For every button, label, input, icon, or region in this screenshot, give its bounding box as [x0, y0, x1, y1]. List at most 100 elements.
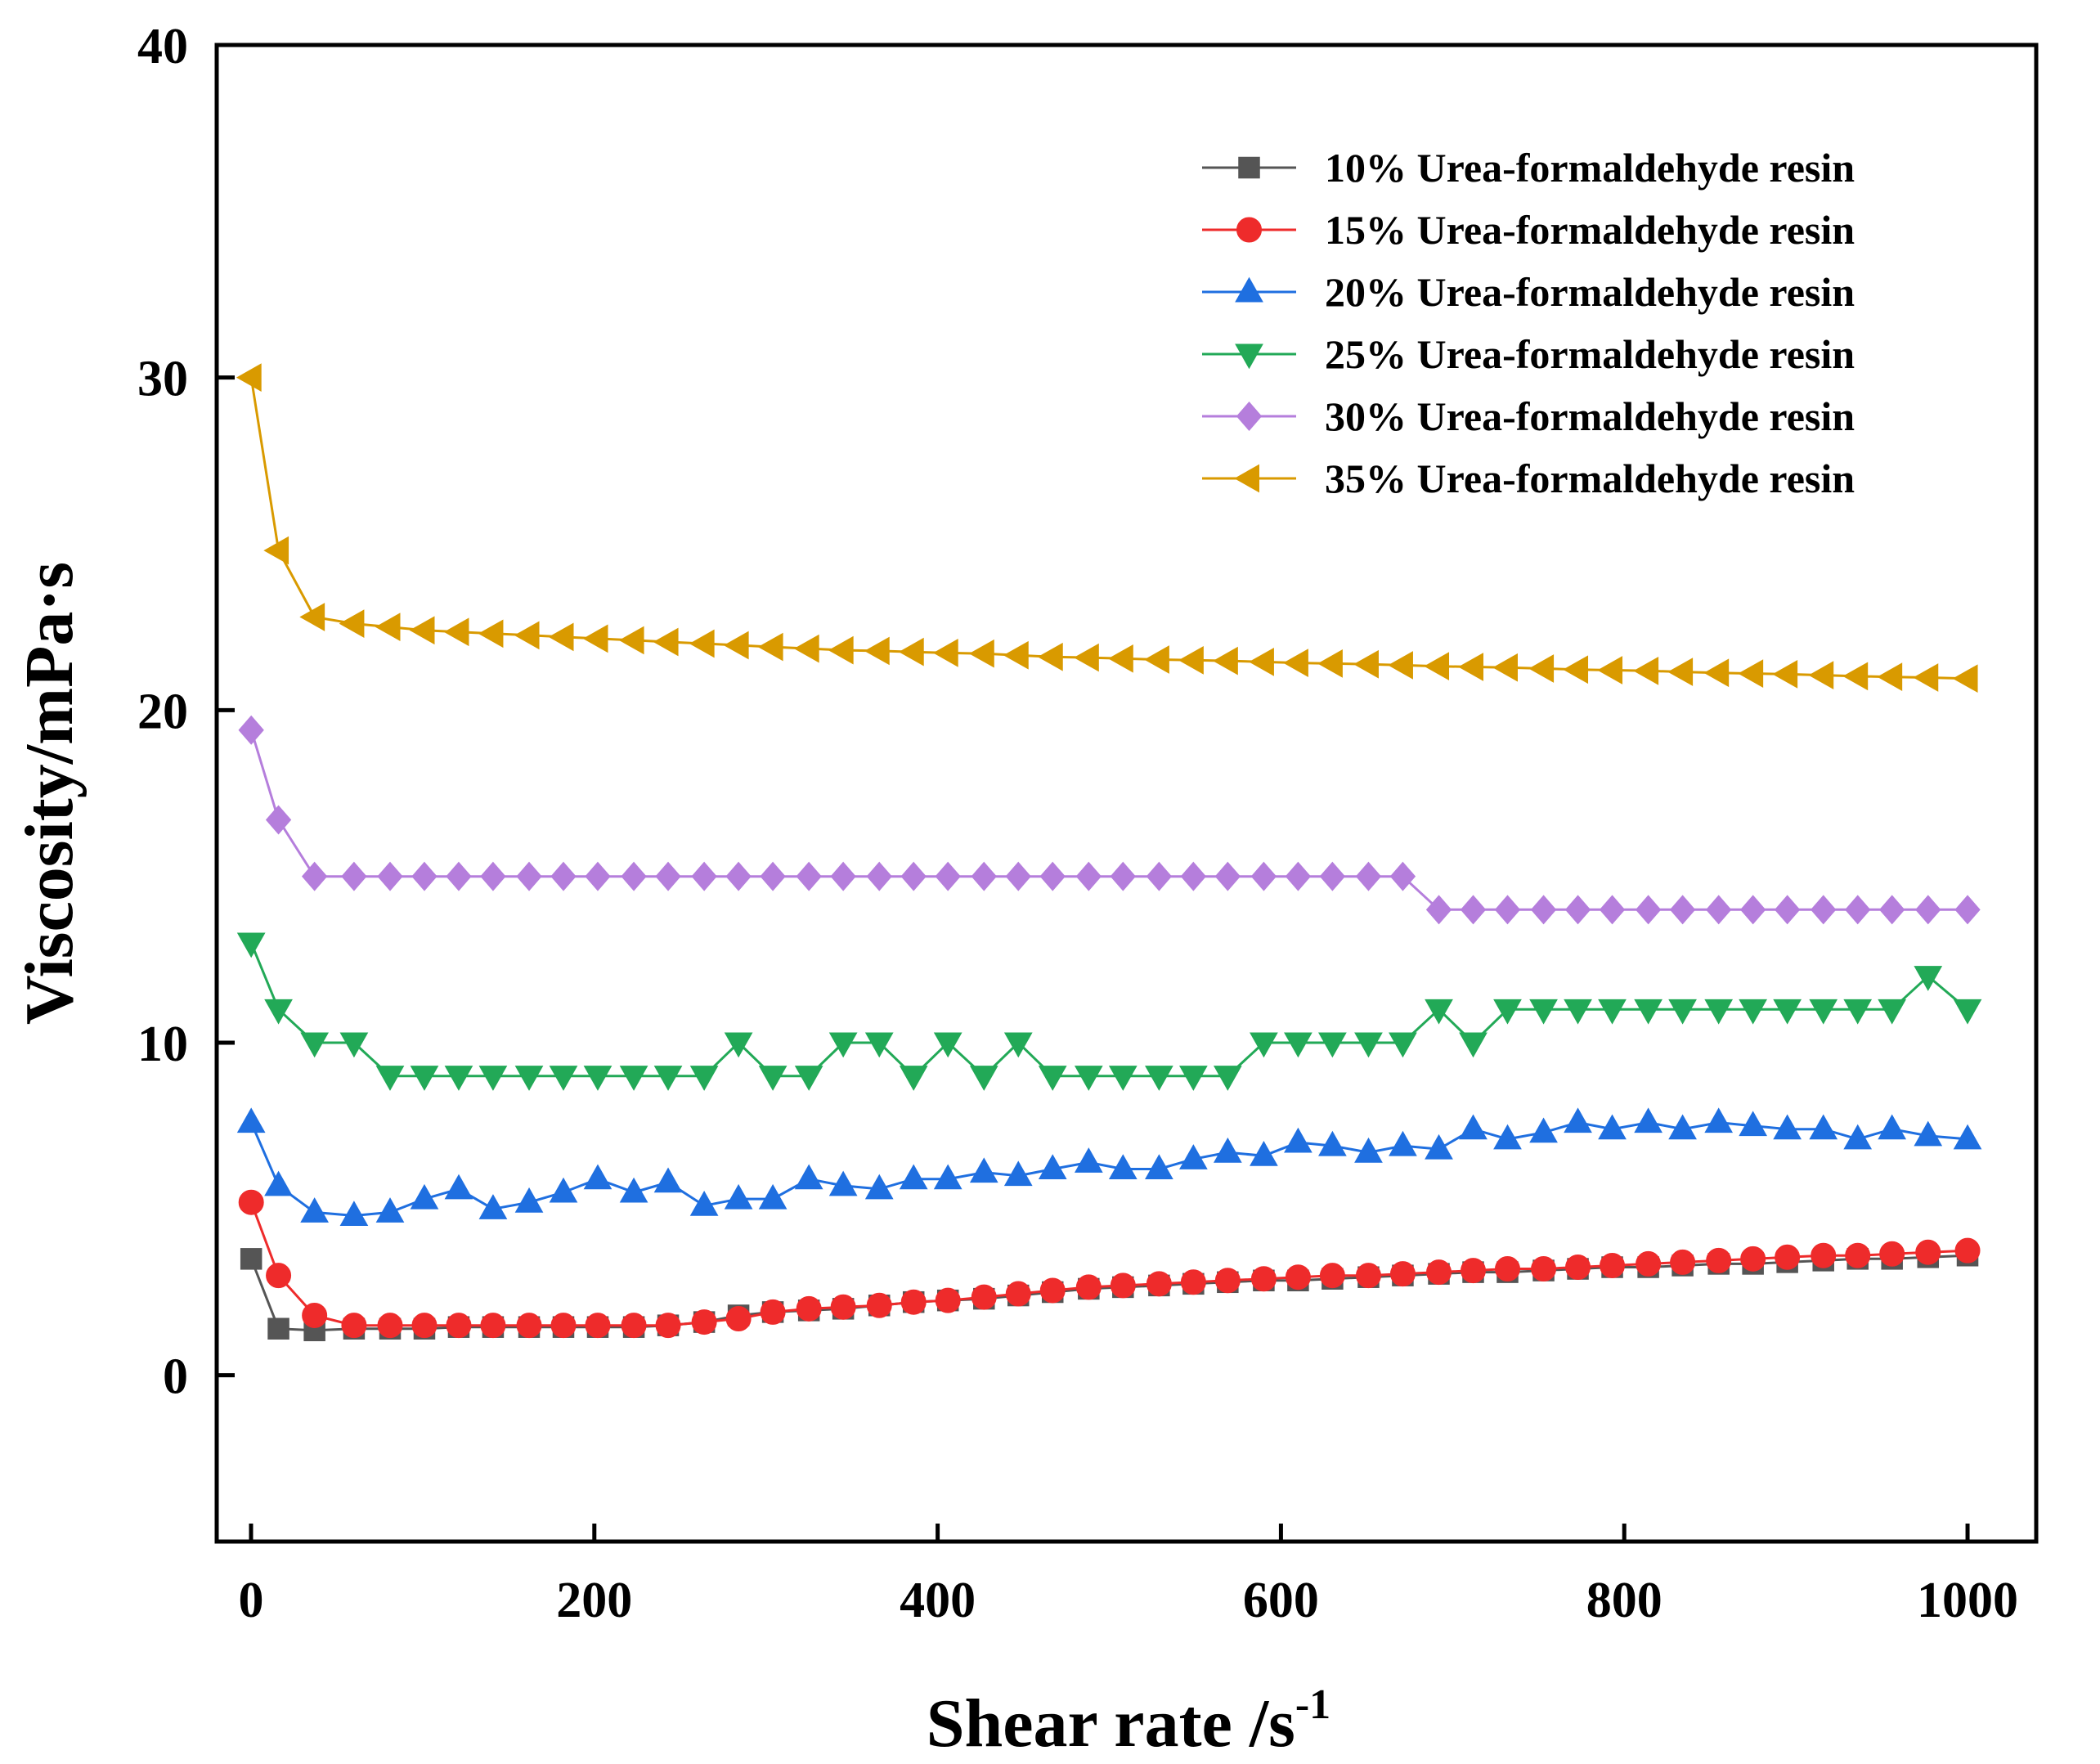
- series-4: [236, 932, 1982, 1091]
- data-point: [864, 1032, 894, 1058]
- data-point: [266, 1263, 292, 1289]
- legend-label: 25% Urea-formaldehyde resin: [1325, 331, 1855, 377]
- data-point: [583, 1164, 612, 1190]
- data-point: [794, 1164, 823, 1190]
- legend-label: 10% Urea-formaldehyde resin: [1325, 145, 1855, 191]
- data-point: [1003, 640, 1029, 670]
- data-point: [725, 1306, 752, 1332]
- data-point: [1039, 1277, 1066, 1304]
- data-point: [1389, 861, 1416, 891]
- data-point: [1145, 1154, 1173, 1180]
- data-point: [691, 1309, 717, 1335]
- data-point: [1179, 1066, 1208, 1091]
- data-point: [1003, 1160, 1033, 1187]
- data-point: [1250, 1266, 1277, 1292]
- data-point: [478, 1194, 508, 1219]
- data-point: [1426, 1259, 1452, 1286]
- series-line: [249, 1121, 1968, 1218]
- data-point: [300, 1197, 330, 1223]
- data-point: [1250, 861, 1277, 891]
- data-point: [444, 1066, 473, 1091]
- data-point: [1564, 895, 1591, 925]
- data-point: [585, 861, 611, 891]
- data-point: [760, 1299, 786, 1325]
- data-point: [1528, 654, 1555, 683]
- data-point: [1318, 1130, 1347, 1156]
- data-point: [1773, 1114, 1802, 1140]
- data-point: [969, 1157, 998, 1183]
- data-point: [796, 1295, 822, 1322]
- legend-item: 25% Urea-formaldehyde resin: [1202, 331, 1855, 377]
- data-point: [619, 1177, 648, 1203]
- data-point: [1636, 1250, 1662, 1277]
- data-point: [1953, 999, 1982, 1025]
- legend-marker: [1234, 464, 1259, 493]
- data-point: [238, 715, 264, 745]
- data-point: [1005, 1281, 1031, 1307]
- data-point: [1564, 999, 1592, 1025]
- data-point: [240, 1248, 262, 1270]
- data-point: [1599, 895, 1626, 925]
- data-point: [653, 1066, 683, 1091]
- data-point: [443, 617, 469, 647]
- data-point: [1249, 648, 1274, 676]
- data-point: [793, 634, 819, 663]
- data-point: [653, 1167, 683, 1193]
- x-tick-label: 1000: [1917, 1573, 2018, 1628]
- data-point: [1811, 1242, 1837, 1268]
- data-point: [1389, 1032, 1417, 1058]
- data-point: [1144, 645, 1169, 674]
- data-point: [828, 635, 854, 665]
- data-point: [1811, 895, 1837, 925]
- data-point: [478, 619, 504, 649]
- data-point: [1808, 661, 1834, 689]
- data-point: [1669, 895, 1696, 925]
- data-point: [1425, 999, 1453, 1025]
- data-point: [1845, 1242, 1871, 1268]
- series-2: [238, 1189, 1981, 1339]
- data-point: [1355, 1263, 1381, 1289]
- data-point: [375, 1066, 405, 1091]
- data-point: [1038, 1154, 1067, 1180]
- data-point: [1388, 651, 1413, 680]
- x-tick-label: 800: [1586, 1573, 1662, 1628]
- data-point: [933, 1032, 962, 1058]
- data-point: [618, 626, 644, 655]
- data-point: [935, 1287, 961, 1313]
- data-point: [1879, 895, 1905, 925]
- data-point: [410, 1066, 439, 1091]
- data-point: [1774, 895, 1801, 925]
- data-point: [1706, 895, 1732, 925]
- data-point: [516, 1313, 542, 1339]
- data-point: [1178, 645, 1204, 675]
- data-point: [238, 1189, 264, 1215]
- data-point: [969, 639, 994, 668]
- legend-marker: [1236, 217, 1262, 243]
- data-point: [1493, 999, 1522, 1025]
- legend-marker: [1235, 343, 1263, 370]
- data-point: [377, 861, 403, 891]
- data-point: [1600, 1252, 1626, 1278]
- data-point: [375, 613, 401, 642]
- data-point: [267, 1317, 289, 1340]
- data-point: [480, 1313, 506, 1339]
- data-point: [691, 861, 717, 891]
- data-point: [1180, 861, 1207, 891]
- data-point: [339, 609, 365, 638]
- data-point: [796, 861, 822, 891]
- data-point: [514, 1066, 544, 1091]
- data-point: [1668, 999, 1697, 1025]
- data-point: [864, 1174, 894, 1200]
- data-point: [866, 861, 892, 891]
- data-point: [1494, 895, 1521, 925]
- data-point: [1704, 999, 1734, 1025]
- data-point: [1598, 1114, 1627, 1140]
- data-point: [377, 1313, 403, 1339]
- data-point: [1461, 1258, 1487, 1284]
- data-point: [550, 861, 577, 891]
- data-point: [1954, 895, 1981, 925]
- data-point: [1879, 1241, 1905, 1267]
- data-point: [1285, 1264, 1311, 1290]
- data-point: [1458, 653, 1484, 681]
- x-tick-label: 400: [900, 1573, 976, 1628]
